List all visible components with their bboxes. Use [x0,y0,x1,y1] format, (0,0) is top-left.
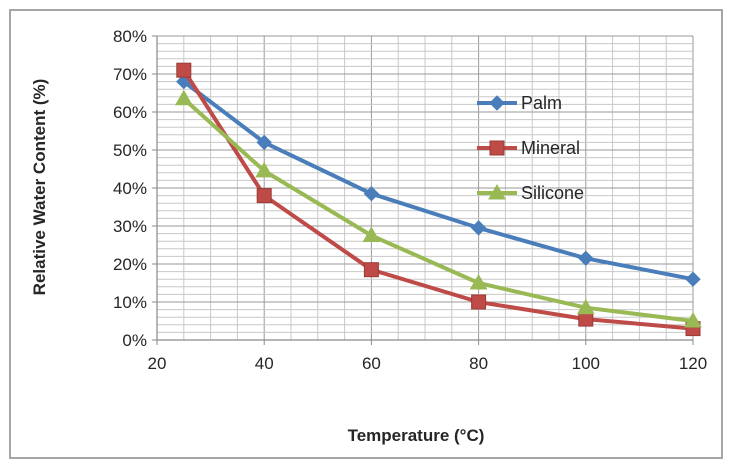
x-tick-label: 120 [679,354,707,373]
data-point-silicone [362,226,381,242]
x-tick-label: 100 [572,354,600,373]
data-point-palm [363,185,380,202]
data-point-mineral [471,294,487,310]
y-tick-label: 30% [113,217,147,236]
data-point-silicone [469,273,488,290]
y-axis-title: Relative Water Content (%) [30,79,49,296]
x-axis-title: Temperature (°C) [348,426,485,445]
data-point-mineral [363,262,379,278]
data-point-silicone [255,161,274,178]
data-point-palm [470,220,487,236]
y-tick-label: 60% [113,103,147,122]
y-tick-label: 50% [113,141,147,160]
data-point-silicone [576,298,595,315]
series-line-mineral [182,69,694,331]
axes: 0% 10% 20% 30% 40% 50% 60% 70% 80% 20 40 60 80 100 120 [113,27,707,373]
x-tick-label: 60 [362,354,381,373]
y-tick-label: 0% [122,331,147,350]
data-point-palm [256,134,272,151]
y-tick-label: 40% [113,179,147,198]
y-tick-label: 20% [113,255,147,274]
y-tick-label: 80% [113,27,147,46]
legend-marker-silicone [488,183,506,200]
series-line-palm [182,80,694,282]
legend-label-palm: Palm [521,93,562,113]
data-point-mineral [256,188,272,204]
grid [156,35,694,341]
y-tick-label: 70% [113,65,147,84]
legend-label-silicone: Silicone [521,183,584,203]
x-tick-label: 20 [148,354,167,373]
x-tick-label: 40 [255,354,274,373]
x-tick-label: 80 [469,354,488,373]
data-point-palm [685,271,701,287]
legend-label-mineral: Mineral [521,138,580,158]
series-line-silicone [182,97,694,323]
y-tick-label: 10% [113,293,147,312]
legend-marker-mineral [489,140,505,156]
legend: Palm Mineral Silicone [477,93,584,203]
legend-marker-palm [489,95,505,111]
data-point-palm [578,250,594,267]
series-layer [174,62,702,337]
data-point-silicone [174,89,193,106]
data-point-silicone [684,311,702,328]
data-point-mineral [176,62,192,78]
